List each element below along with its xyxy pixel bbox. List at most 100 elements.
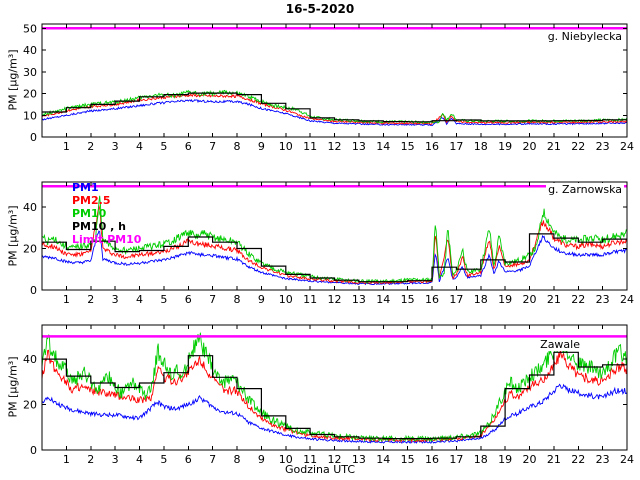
svg-text:15: 15	[401, 293, 415, 306]
svg-text:20: 20	[23, 399, 37, 412]
svg-text:7: 7	[209, 453, 216, 465]
niebylecka-chart-svg: 1 2 3 4 5 6 7 8 9 10 11 12 13 14 15 16 17 18 19 20 21 22 23 240…	[23, 22, 634, 153]
legend-item-pm1: PM1	[72, 181, 99, 194]
svg-text:7: 7	[209, 140, 216, 153]
svg-text:24: 24	[620, 453, 634, 465]
svg-text:50: 50	[23, 22, 37, 35]
svg-text:13: 13	[352, 453, 366, 465]
svg-text:13: 13	[352, 293, 366, 306]
svg-text:1: 1	[63, 140, 70, 153]
panel-zarnowska: 1 2 3 4 5 6 7 8 9 10 11 12 13 14 15 16 17 18 19 20 21 22 23 24 0…	[0, 168, 640, 315]
chart-title: 16-5-2020	[285, 2, 355, 16]
svg-text:21: 21	[547, 453, 561, 465]
svg-text:15: 15	[401, 140, 415, 153]
svg-text:20: 20	[23, 243, 37, 256]
svg-text:4: 4	[136, 453, 143, 465]
svg-text:20: 20	[523, 140, 537, 153]
svg-text:23: 23	[596, 453, 610, 465]
legend: PM1 PM2.5 PM10 PM10 , h Limit PM10	[72, 181, 141, 246]
svg-text:23: 23	[596, 293, 610, 306]
svg-text:22: 22	[571, 453, 585, 465]
zawale-chart-svg: 1 2 3 4 5 6 7 8 9 10 11 12 13 14 15 16 17 18 19 20 21 22 23 240…	[23, 324, 634, 465]
svg-text:22: 22	[571, 140, 585, 153]
svg-text:20: 20	[23, 88, 37, 101]
svg-text:19: 19	[498, 293, 512, 306]
svg-text:15: 15	[401, 453, 415, 465]
y-axis-label: PM [µg/m³]	[6, 356, 20, 418]
svg-text:22: 22	[571, 293, 585, 306]
svg-text:1: 1	[63, 453, 70, 465]
svg-text:9: 9	[258, 453, 265, 465]
svg-text:11: 11	[303, 453, 317, 465]
svg-text:17: 17	[449, 140, 463, 153]
svg-text:17: 17	[449, 453, 463, 465]
svg-text:17: 17	[449, 293, 463, 306]
zarnowska-chart-svg: 1 2 3 4 5 6 7 8 9 10 11 12 13 14 15 16 17 18 19 20 21 22 23 240…	[23, 181, 634, 306]
svg-text:14: 14	[376, 140, 390, 153]
svg-text:40: 40	[23, 353, 37, 366]
legend-item-pm25: PM2.5	[72, 194, 111, 207]
svg-text:40: 40	[23, 44, 37, 57]
svg-text:18: 18	[474, 293, 488, 306]
svg-text:3: 3	[112, 453, 119, 465]
svg-text:16: 16	[425, 293, 439, 306]
svg-text:8: 8	[234, 293, 241, 306]
svg-text:2: 2	[87, 293, 94, 306]
svg-text:8: 8	[234, 453, 241, 465]
svg-text:8: 8	[234, 140, 241, 153]
svg-text:1: 1	[63, 293, 70, 306]
svg-text:0: 0	[30, 284, 37, 297]
legend-item-pm10h: PM10 , h	[72, 220, 126, 233]
svg-text:4: 4	[136, 140, 143, 153]
svg-text:10: 10	[279, 140, 293, 153]
svg-text:5: 5	[160, 140, 167, 153]
svg-text:16: 16	[425, 140, 439, 153]
svg-text:0: 0	[30, 131, 37, 144]
svg-text:12: 12	[328, 293, 342, 306]
svg-text:2: 2	[87, 453, 94, 465]
y-axis-label: PM [µg/m³]	[6, 205, 20, 267]
svg-text:21: 21	[547, 293, 561, 306]
svg-text:19: 19	[498, 140, 512, 153]
svg-text:9: 9	[258, 140, 265, 153]
legend-item-pm10: PM10	[72, 207, 107, 220]
svg-text:11: 11	[303, 140, 317, 153]
site-label-niebylecka: g. Niebylecka	[545, 30, 624, 43]
svg-text:19: 19	[498, 453, 512, 465]
svg-text:21: 21	[547, 140, 561, 153]
site-label-zawale: Zawale	[538, 338, 582, 351]
svg-text:20: 20	[523, 453, 537, 465]
panel-zawale: 1 2 3 4 5 6 7 8 9 10 11 12 13 14 15 16 17 18 19 20 21 22 23 24 0…	[0, 315, 640, 465]
svg-text:4: 4	[136, 293, 143, 306]
svg-text:2: 2	[87, 140, 94, 153]
svg-text:7: 7	[209, 293, 216, 306]
svg-text:12: 12	[328, 140, 342, 153]
svg-text:10: 10	[279, 293, 293, 306]
svg-text:12: 12	[328, 453, 342, 465]
svg-text:6: 6	[185, 293, 192, 306]
x-axis-label: Godzina UTC	[284, 463, 356, 476]
svg-text:16: 16	[425, 453, 439, 465]
svg-text:23: 23	[596, 140, 610, 153]
svg-text:24: 24	[620, 293, 634, 306]
svg-text:18: 18	[474, 453, 488, 465]
svg-text:10: 10	[279, 453, 293, 465]
legend-item-limit: Limit PM10	[72, 233, 142, 246]
svg-text:13: 13	[352, 140, 366, 153]
y-axis-label: PM [µg/m³]	[6, 49, 20, 111]
svg-text:9: 9	[258, 293, 265, 306]
svg-text:6: 6	[185, 453, 192, 465]
svg-text:3: 3	[112, 293, 119, 306]
svg-text:18: 18	[474, 140, 488, 153]
svg-text:6: 6	[185, 140, 192, 153]
site-label-zarnowska: g. Zarnowska	[546, 183, 624, 196]
svg-text:30: 30	[23, 66, 37, 79]
svg-text:5: 5	[160, 453, 167, 465]
svg-text:0: 0	[30, 444, 37, 457]
svg-text:40: 40	[23, 201, 37, 214]
svg-text:3: 3	[112, 140, 119, 153]
svg-text:10: 10	[23, 109, 37, 122]
panel-niebylecka: 1 2 3 4 5 6 7 8 9 10 11 12 13 14 15 16 17 18 19 20 21 22 23 24 0…	[0, 18, 640, 168]
svg-text:11: 11	[303, 293, 317, 306]
